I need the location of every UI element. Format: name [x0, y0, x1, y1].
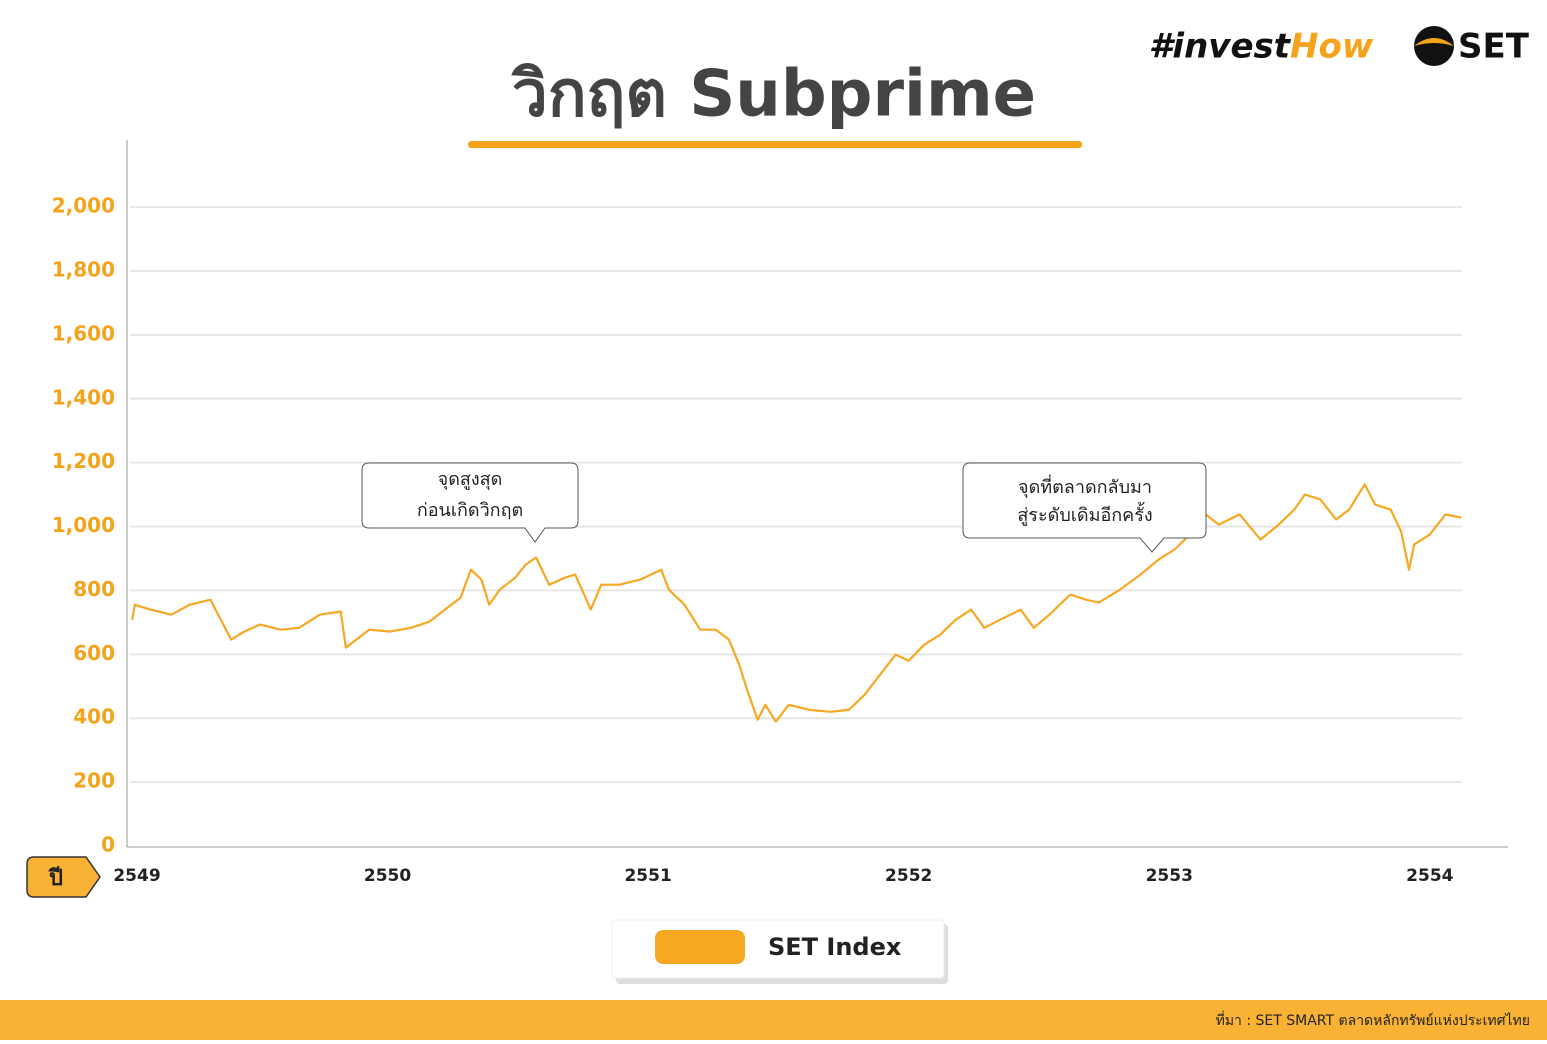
plot	[131, 483, 1462, 723]
y-tick-label: 400	[73, 705, 115, 729]
logo-left: #invest	[1149, 27, 1292, 67]
x-tick-label: 2549	[113, 866, 160, 886]
set-logo-swoosh	[1414, 38, 1454, 46]
footer-source: ที่มา : SET SMART ตลาดหลักทรัพย์แห่งประเ…	[1216, 1011, 1530, 1029]
y-tick-label: 200	[73, 769, 115, 793]
y-tick-label: 1,000	[52, 513, 115, 537]
x-tick-label: 2553	[1146, 866, 1193, 886]
x-label-tag	[26, 856, 101, 898]
y-tick-label: 1,200	[52, 449, 115, 473]
callout-box	[361, 462, 579, 543]
x-tick-label: 2552	[885, 866, 932, 886]
set-logo-icon	[1414, 26, 1454, 66]
grid	[130, 206, 1462, 784]
annotation: สู่ระดับเดิมอีกครั้ง	[1017, 502, 1152, 526]
annotation: จุดสูงสุด	[438, 469, 503, 490]
y-tick-label: 2,000	[52, 194, 115, 218]
set-logo-text: SET	[1458, 27, 1530, 67]
x-tick-label: 2551	[624, 866, 671, 886]
footer-bar	[0, 1000, 1547, 1040]
callout-box	[962, 462, 1207, 553]
x-tick-label: 2550	[364, 866, 411, 886]
y-tick-label: 800	[73, 577, 115, 601]
chart-title: วิกฤต Subprime	[511, 58, 1036, 132]
y-tick-label: 1,600	[52, 321, 115, 345]
y-tick-label: 600	[73, 641, 115, 665]
y-tick-label: 1,800	[52, 257, 115, 281]
series-line	[131, 483, 1462, 723]
legend-items: SET Index	[655, 930, 902, 964]
legend-swatch	[655, 930, 745, 964]
x-tick-label: 2554	[1406, 866, 1453, 886]
legend-label: SET Index	[768, 933, 902, 961]
annotation: จุดที่ตลาดกลับมา	[1018, 474, 1152, 498]
y-tick-label: 0	[101, 833, 115, 857]
y-tick-label: 1,400	[52, 385, 115, 409]
title-underline	[468, 141, 1082, 148]
logo-right: How	[1290, 27, 1374, 67]
annotation: ก่อนเกิดวิกฤต	[417, 500, 523, 521]
x-axis-label: ปี	[48, 866, 63, 891]
